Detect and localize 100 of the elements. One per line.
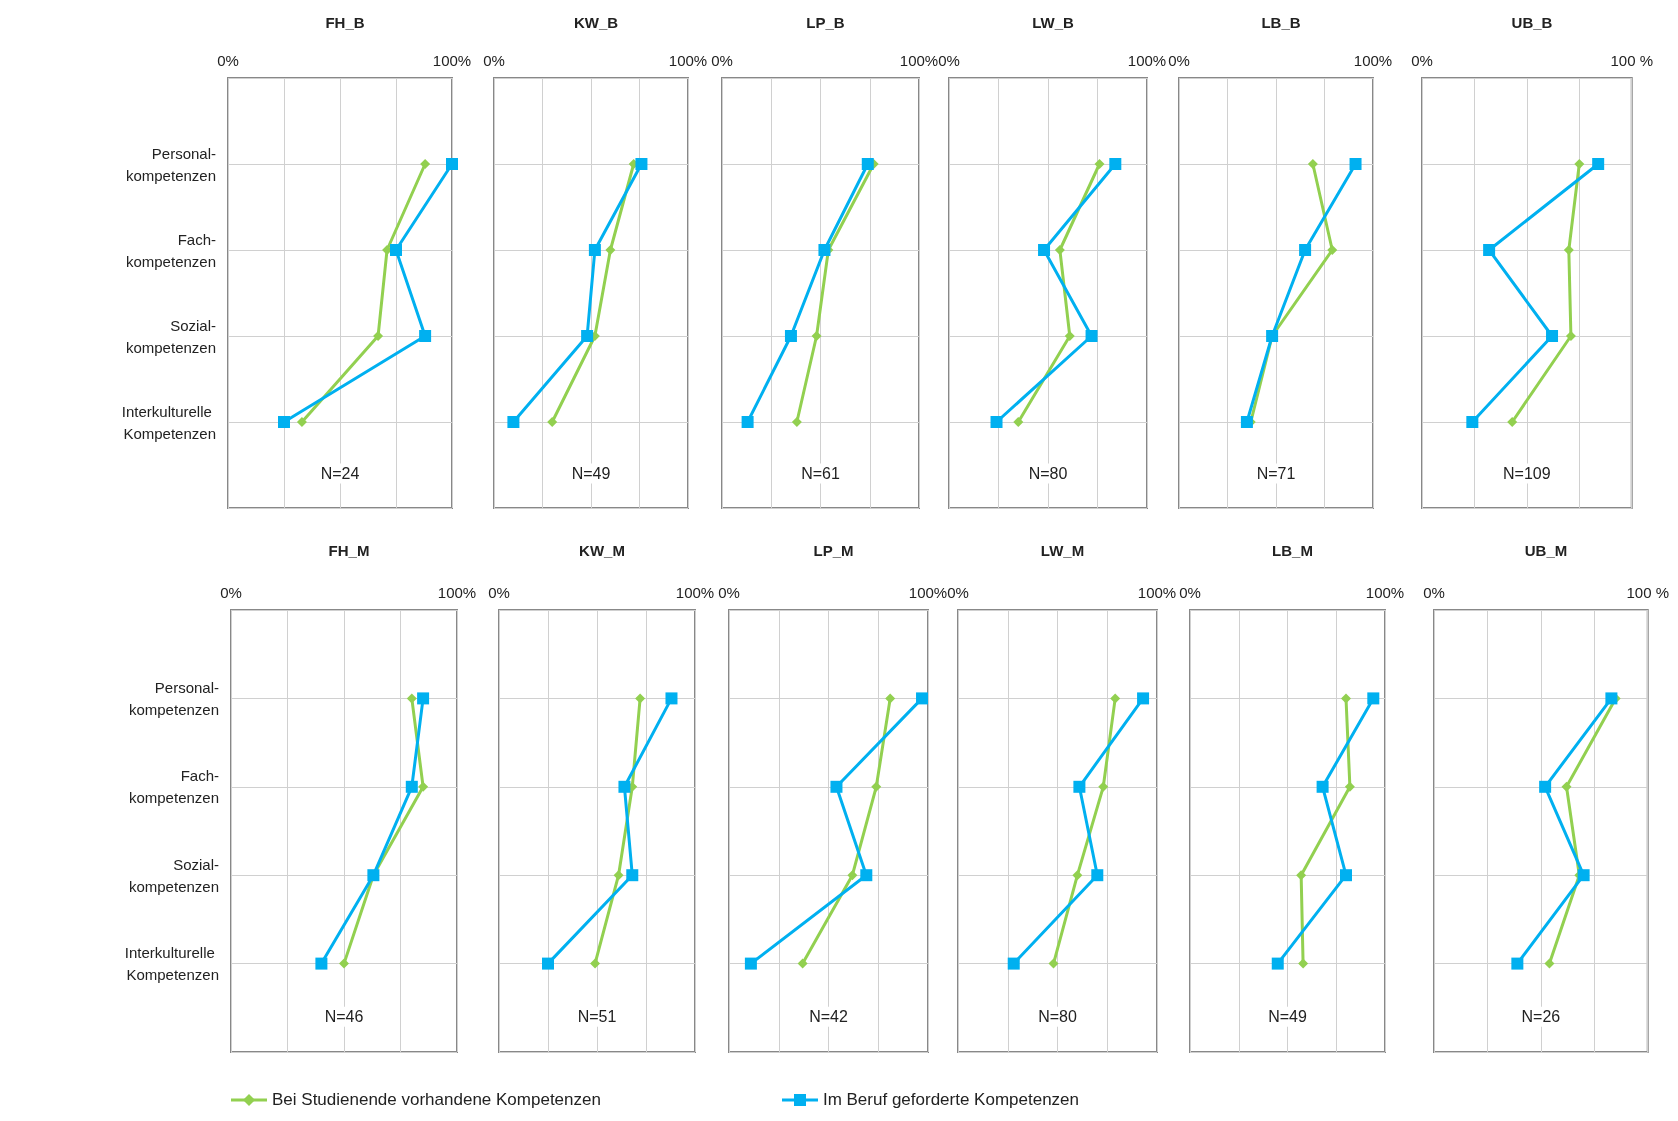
- point: [1544, 958, 1555, 969]
- point: [1299, 244, 1312, 256]
- point: [916, 692, 929, 705]
- annotation: N=42: [809, 1008, 848, 1026]
- annotation: N=51: [577, 1008, 617, 1026]
- chart-title: KW_B: [573, 14, 619, 31]
- annotation: N=49: [571, 465, 611, 483]
- point: [315, 957, 328, 970]
- annotation: N=80: [1038, 1008, 1077, 1026]
- y-tick-label: Sozial-kompetenzen: [128, 855, 219, 895]
- annotation: N=71: [1256, 465, 1296, 483]
- annotation: N=26: [1521, 1008, 1561, 1026]
- point: [1316, 780, 1329, 793]
- point: [635, 693, 646, 704]
- point: [1054, 245, 1065, 255]
- point: [990, 416, 1003, 428]
- x-tick-label: 100%: [1127, 52, 1167, 69]
- chart-title: LW_M: [1040, 542, 1085, 559]
- point: [1466, 416, 1479, 428]
- legend-label: Bei Studienende vorhandene Kompetenzen: [272, 1090, 601, 1110]
- point: [1048, 958, 1059, 969]
- point: [590, 958, 601, 969]
- chart-title: UB_M: [1524, 542, 1568, 559]
- y-tick-label: Sozial-kompetenzen: [125, 316, 216, 356]
- point: [847, 870, 858, 881]
- point: [1605, 692, 1618, 705]
- point: [1085, 330, 1098, 342]
- point: [1307, 159, 1318, 169]
- x-tick-label: 100 %: [1610, 52, 1654, 69]
- point: [1367, 692, 1380, 705]
- point: [1349, 158, 1362, 170]
- point: [830, 780, 843, 793]
- x-tick-label: 0%: [1179, 584, 1201, 601]
- point: [744, 957, 757, 970]
- point: [373, 331, 384, 341]
- point: [1240, 416, 1253, 428]
- point: [1110, 693, 1121, 704]
- point: [1073, 780, 1086, 793]
- x-tick-label: 100%: [437, 584, 477, 601]
- annotation: N=46: [324, 1008, 364, 1026]
- point: [1271, 957, 1284, 970]
- annotation: N=49: [1268, 1008, 1307, 1026]
- point: [419, 330, 432, 342]
- x-tick-label: 0%: [1168, 52, 1190, 69]
- chart-title: LB_B: [1261, 14, 1301, 31]
- point: [885, 693, 896, 704]
- x-tick-label: 100 %: [1626, 584, 1670, 601]
- point: [871, 781, 882, 792]
- x-tick-label: 0%: [938, 52, 960, 69]
- x-tick-label: 0%: [1423, 584, 1445, 601]
- point: [1327, 245, 1338, 255]
- x-tick-label: 100%: [668, 52, 708, 69]
- point: [1565, 331, 1576, 341]
- annotation: N=24: [320, 465, 360, 483]
- point: [791, 417, 802, 427]
- point: [1137, 692, 1150, 705]
- point: [417, 692, 430, 705]
- point: [860, 869, 873, 882]
- point: [278, 416, 290, 428]
- point: [1298, 958, 1309, 969]
- point: [626, 869, 639, 882]
- point: [406, 693, 417, 704]
- y-tick-label: Personal-kompetenzen: [125, 144, 216, 184]
- point: [1574, 159, 1585, 169]
- point: [339, 958, 349, 969]
- x-tick-label: 0%: [217, 52, 239, 69]
- x-tick-label: 0%: [711, 52, 733, 69]
- point: [1109, 158, 1122, 170]
- annotation: N=61: [801, 465, 840, 483]
- point: [635, 158, 648, 170]
- x-tick-label: 0%: [718, 584, 740, 601]
- point: [1091, 869, 1104, 882]
- x-tick-label: 100%: [432, 52, 472, 69]
- point: [296, 417, 307, 427]
- point: [542, 957, 554, 970]
- point: [1072, 870, 1083, 881]
- point: [1592, 158, 1605, 170]
- x-tick-label: 100%: [1353, 52, 1393, 69]
- point: [588, 244, 601, 256]
- chart-title: LP_M: [813, 542, 854, 559]
- point: [1511, 957, 1524, 970]
- point: [1577, 869, 1590, 882]
- x-tick-label: 0%: [947, 584, 969, 601]
- y-tick-label: Interkulturelle Kompetenzen: [124, 944, 219, 984]
- point: [1539, 780, 1552, 793]
- point: [507, 416, 520, 428]
- chart-title: FH_B: [325, 14, 365, 31]
- point: [1483, 244, 1496, 256]
- x-tick-label: 100%: [1137, 584, 1177, 601]
- point: [405, 780, 418, 793]
- y-tick-label: Fach-kompetenzen: [125, 230, 216, 270]
- point: [1340, 869, 1352, 882]
- point: [547, 417, 558, 427]
- x-tick-label: 0%: [1411, 52, 1433, 69]
- point: [861, 158, 874, 170]
- point: [1007, 957, 1020, 970]
- point: [1094, 159, 1105, 169]
- point: [390, 244, 402, 256]
- point: [581, 330, 594, 342]
- point: [741, 416, 754, 428]
